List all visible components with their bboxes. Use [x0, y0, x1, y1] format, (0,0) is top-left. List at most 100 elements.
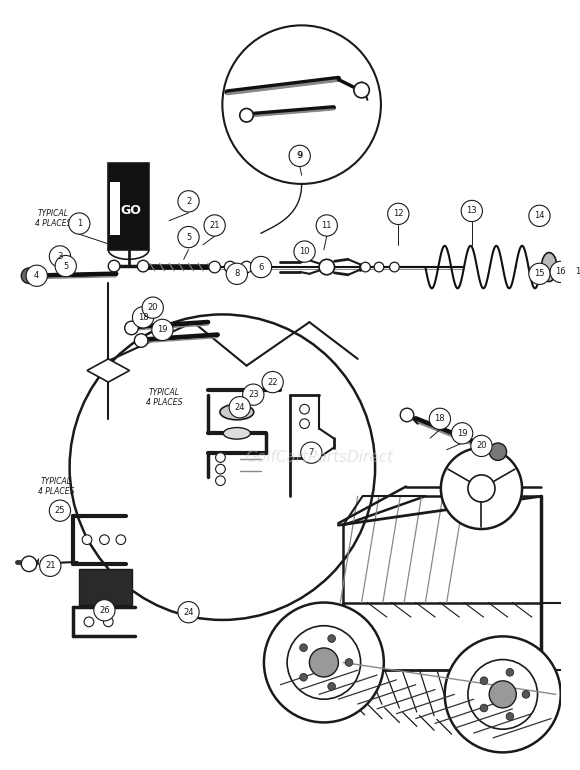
Circle shape	[300, 419, 309, 429]
Circle shape	[445, 636, 561, 752]
Text: 18: 18	[434, 414, 445, 424]
Circle shape	[451, 423, 473, 444]
Text: 20: 20	[476, 441, 487, 450]
Ellipse shape	[541, 253, 557, 282]
Circle shape	[94, 600, 115, 621]
Text: GO: GO	[120, 205, 141, 217]
Circle shape	[354, 82, 369, 98]
Circle shape	[468, 660, 538, 729]
Text: 24: 24	[183, 608, 194, 617]
Circle shape	[251, 256, 271, 278]
Circle shape	[264, 603, 384, 722]
Circle shape	[489, 443, 506, 460]
Bar	[110, 182, 120, 235]
Circle shape	[224, 261, 236, 273]
Circle shape	[289, 146, 310, 166]
Text: 13: 13	[466, 206, 477, 216]
Circle shape	[290, 146, 309, 166]
Circle shape	[309, 648, 338, 677]
Circle shape	[529, 205, 550, 226]
Ellipse shape	[220, 404, 254, 420]
Circle shape	[103, 617, 113, 627]
Circle shape	[300, 442, 322, 464]
Circle shape	[529, 263, 550, 284]
Circle shape	[468, 475, 495, 502]
Text: 10: 10	[299, 247, 310, 256]
Bar	[79, 569, 132, 605]
Bar	[108, 162, 149, 249]
Text: TYPICAL
4 PLACES: TYPICAL 4 PLACES	[38, 477, 74, 496]
Circle shape	[489, 681, 516, 708]
Text: 17: 17	[575, 267, 580, 276]
Text: 20: 20	[147, 303, 158, 312]
Circle shape	[328, 682, 335, 690]
Circle shape	[255, 261, 267, 273]
Circle shape	[300, 404, 309, 414]
Text: 5: 5	[63, 262, 68, 270]
Circle shape	[441, 448, 522, 529]
Text: 5: 5	[186, 233, 191, 242]
Circle shape	[387, 203, 409, 225]
Circle shape	[49, 246, 71, 267]
Circle shape	[142, 297, 164, 318]
Circle shape	[209, 261, 220, 273]
Text: 21: 21	[209, 221, 220, 230]
Circle shape	[480, 677, 488, 685]
Circle shape	[240, 109, 253, 122]
Circle shape	[132, 306, 154, 328]
Circle shape	[82, 535, 92, 544]
Text: 26: 26	[99, 606, 110, 614]
Circle shape	[241, 261, 252, 273]
Circle shape	[137, 260, 149, 272]
Text: 15: 15	[534, 270, 545, 278]
Circle shape	[506, 712, 514, 720]
Circle shape	[178, 226, 199, 248]
Text: 25: 25	[55, 506, 65, 515]
Text: TYPICAL
4 PLACES: TYPICAL 4 PLACES	[35, 209, 71, 229]
Circle shape	[294, 241, 315, 263]
Circle shape	[374, 263, 384, 272]
Text: 2: 2	[186, 197, 191, 206]
Ellipse shape	[223, 427, 251, 439]
Circle shape	[68, 213, 90, 234]
Circle shape	[300, 644, 307, 651]
Circle shape	[316, 215, 338, 236]
Circle shape	[328, 634, 335, 642]
Circle shape	[152, 320, 173, 340]
Circle shape	[21, 556, 37, 571]
Circle shape	[429, 408, 451, 430]
Circle shape	[480, 704, 488, 712]
Text: 12: 12	[393, 209, 404, 219]
Circle shape	[400, 408, 414, 422]
Circle shape	[361, 263, 370, 272]
Text: 14: 14	[534, 211, 545, 220]
Circle shape	[204, 215, 225, 236]
Text: 16: 16	[556, 267, 566, 276]
Circle shape	[262, 371, 283, 393]
Circle shape	[84, 617, 94, 627]
Circle shape	[108, 260, 120, 272]
Text: TYPICAL
4 PLACES: TYPICAL 4 PLACES	[146, 388, 183, 407]
Circle shape	[506, 668, 514, 676]
Text: 24: 24	[234, 403, 245, 412]
Text: 19: 19	[457, 429, 467, 438]
Circle shape	[287, 626, 361, 699]
Text: 11: 11	[321, 221, 332, 230]
Text: 19: 19	[157, 326, 168, 334]
Text: GolfCartPartsDirect: GolfCartPartsDirect	[245, 450, 393, 465]
Text: 3: 3	[57, 252, 63, 261]
Text: 9: 9	[297, 152, 302, 160]
Circle shape	[49, 500, 71, 521]
Text: 9: 9	[297, 152, 303, 160]
Circle shape	[222, 25, 381, 184]
Text: 4: 4	[34, 271, 39, 280]
Text: 6: 6	[258, 263, 264, 272]
Circle shape	[125, 321, 138, 335]
Circle shape	[390, 263, 399, 272]
Circle shape	[345, 658, 353, 666]
Circle shape	[39, 555, 61, 577]
Circle shape	[522, 691, 530, 698]
Circle shape	[135, 333, 148, 347]
Circle shape	[178, 601, 199, 623]
Circle shape	[21, 268, 37, 283]
